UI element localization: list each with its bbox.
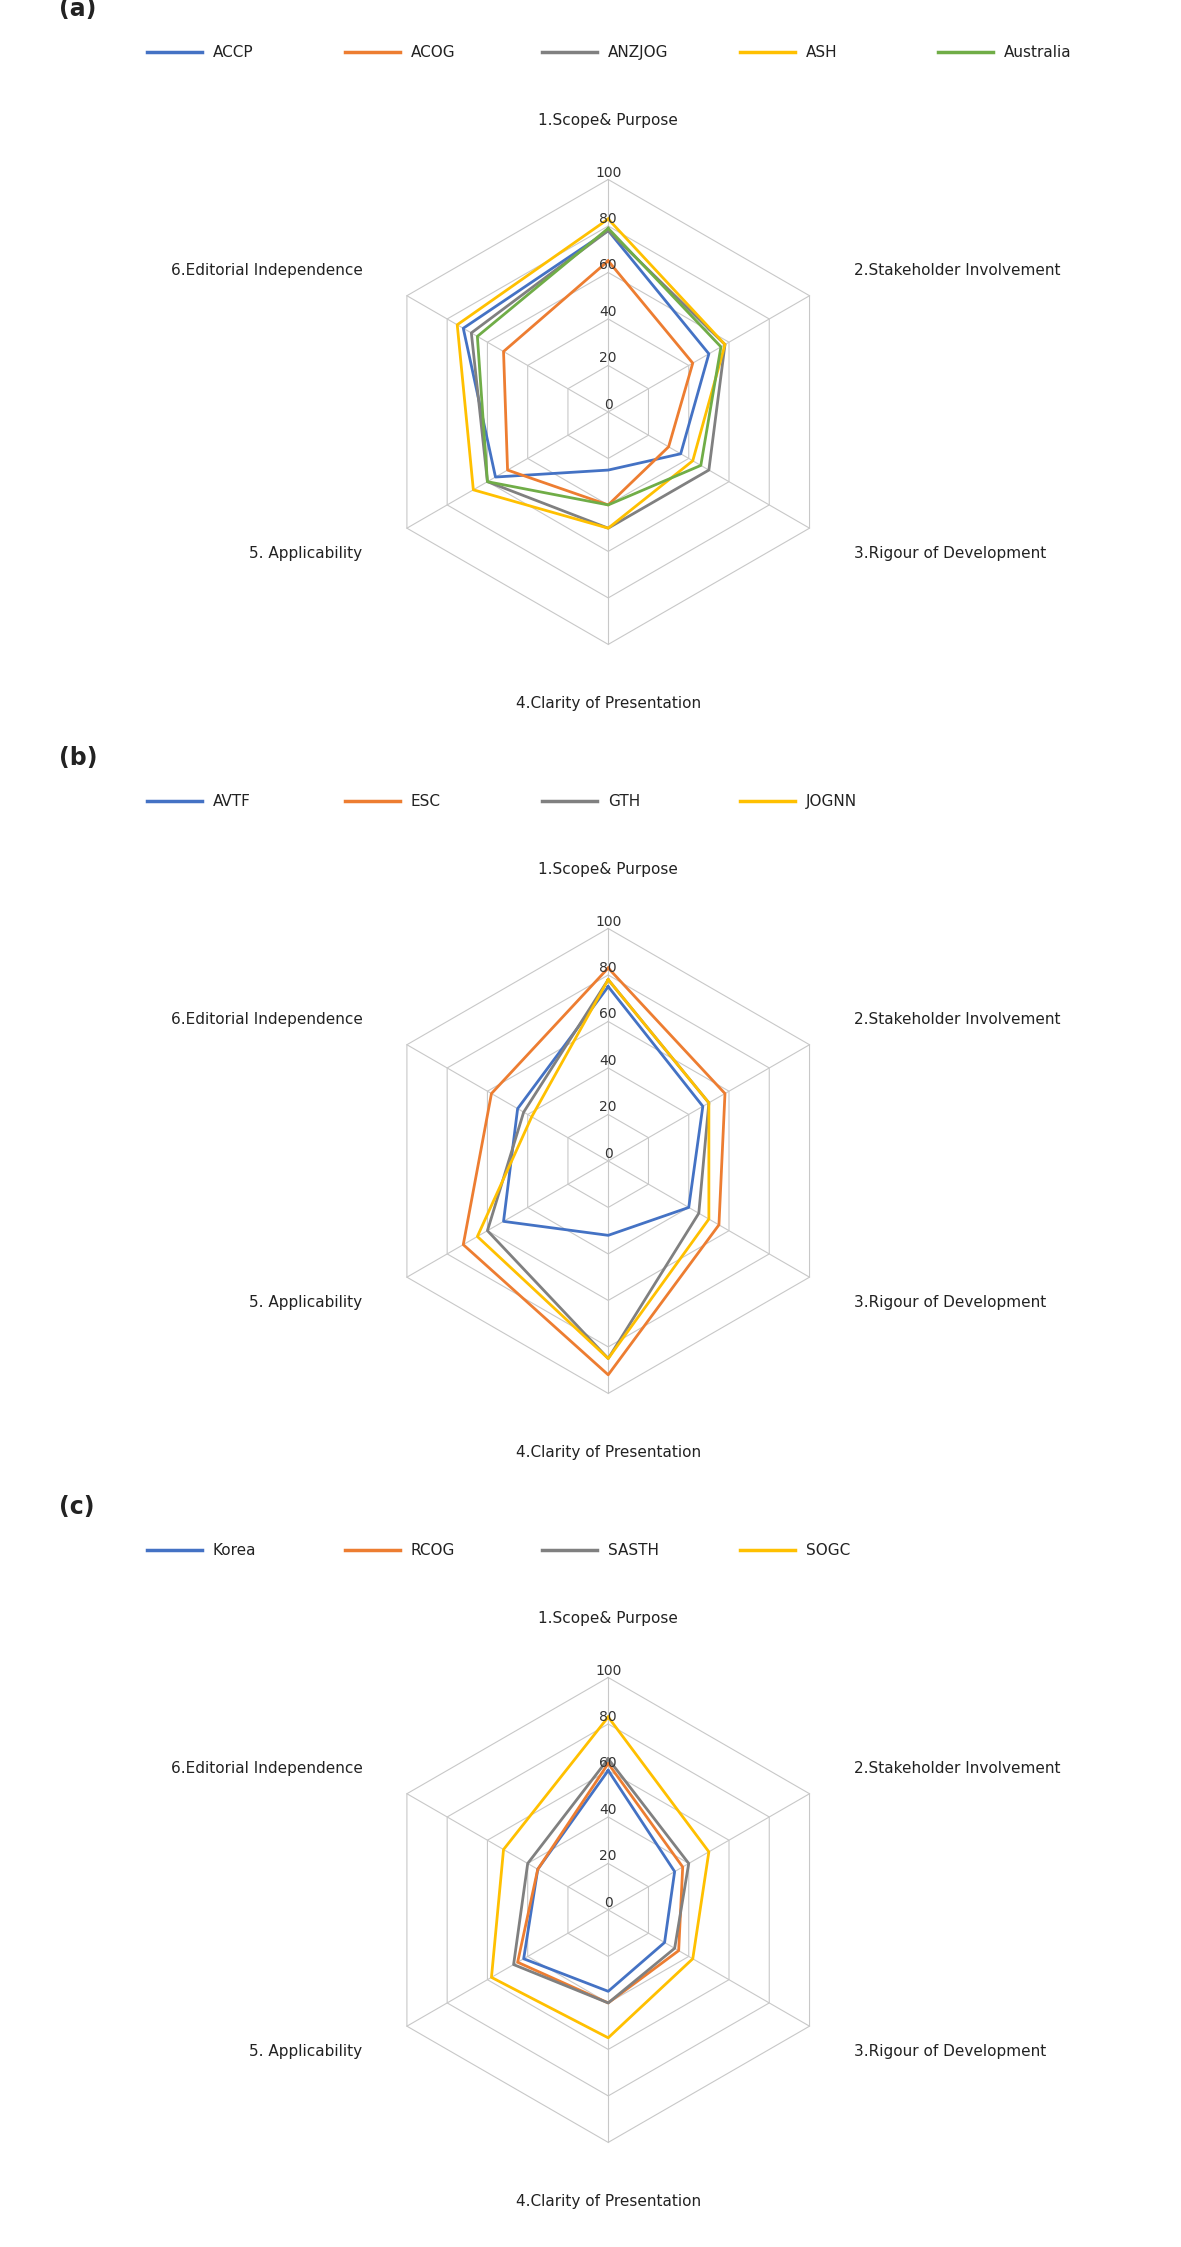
Text: 100: 100 (595, 1663, 621, 1679)
Text: 6.Editorial Independence: 6.Editorial Independence (171, 1762, 363, 1775)
Text: 2.Stakeholder Involvement: 2.Stakeholder Involvement (854, 1762, 1061, 1775)
Text: 20: 20 (600, 351, 616, 366)
Text: 40: 40 (600, 1054, 616, 1067)
Text: GTH: GTH (608, 793, 640, 809)
Text: 4.Clarity of Presentation: 4.Clarity of Presentation (516, 1445, 700, 1461)
Text: Korea: Korea (213, 1544, 256, 1557)
Text: 20: 20 (600, 1101, 616, 1115)
Text: 0: 0 (603, 398, 613, 411)
Text: 2.Stakeholder Involvement: 2.Stakeholder Involvement (854, 263, 1061, 279)
Text: JOGNN: JOGNN (805, 793, 857, 809)
Text: ESC: ESC (411, 793, 441, 809)
Text: 5. Applicability: 5. Applicability (249, 1294, 363, 1310)
Text: 0: 0 (603, 1146, 613, 1162)
Text: 3.Rigour of Development: 3.Rigour of Development (854, 1294, 1046, 1310)
Text: 60: 60 (600, 1757, 616, 1771)
Text: 100: 100 (595, 166, 621, 180)
Text: 5. Applicability: 5. Applicability (249, 2045, 363, 2058)
Text: 20: 20 (600, 1849, 616, 1863)
Text: 80: 80 (600, 962, 616, 975)
Text: 1.Scope& Purpose: 1.Scope& Purpose (539, 1611, 678, 1627)
Text: 1.Scope& Purpose: 1.Scope& Purpose (539, 112, 678, 128)
Text: (b): (b) (59, 746, 98, 771)
Text: 40: 40 (600, 1802, 616, 1818)
Text: ANZJOG: ANZJOG (608, 45, 668, 61)
Text: ACCP: ACCP (213, 45, 254, 61)
Text: AVTF: AVTF (213, 793, 250, 809)
Text: 60: 60 (600, 1007, 616, 1022)
Text: 2.Stakeholder Involvement: 2.Stakeholder Involvement (854, 1011, 1061, 1027)
Text: SOGC: SOGC (805, 1544, 850, 1557)
Text: 80: 80 (600, 1710, 616, 1723)
Text: Australia: Australia (1004, 45, 1071, 61)
Text: 0: 0 (603, 1896, 613, 1910)
Text: ASH: ASH (805, 45, 837, 61)
Text: RCOG: RCOG (411, 1544, 455, 1557)
Text: 4.Clarity of Presentation: 4.Clarity of Presentation (516, 2193, 700, 2209)
Text: 6.Editorial Independence: 6.Editorial Independence (171, 263, 363, 279)
Text: SASTH: SASTH (608, 1544, 659, 1557)
Text: 3.Rigour of Development: 3.Rigour of Development (854, 2045, 1046, 2058)
Text: 60: 60 (600, 258, 616, 272)
Text: (c): (c) (59, 1494, 94, 1519)
Text: 4.Clarity of Presentation: 4.Clarity of Presentation (516, 697, 700, 710)
Text: 40: 40 (600, 306, 616, 319)
Text: 100: 100 (595, 915, 621, 928)
Text: 5. Applicability: 5. Applicability (249, 546, 363, 562)
Text: 80: 80 (600, 211, 616, 227)
Text: (a): (a) (59, 0, 97, 20)
Text: 3.Rigour of Development: 3.Rigour of Development (854, 546, 1046, 562)
Text: 6.Editorial Independence: 6.Editorial Independence (171, 1011, 363, 1027)
Text: ACOG: ACOG (411, 45, 455, 61)
Text: 1.Scope& Purpose: 1.Scope& Purpose (539, 863, 678, 876)
